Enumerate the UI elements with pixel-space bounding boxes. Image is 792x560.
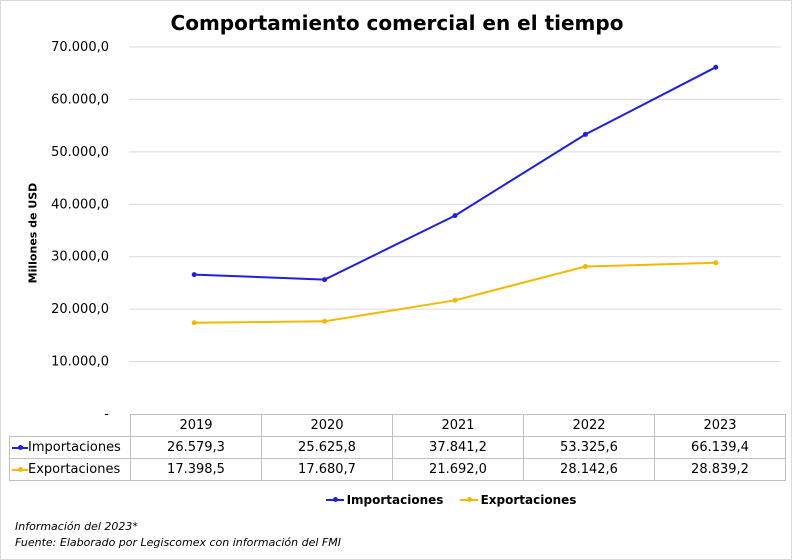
data-label: 66.139,4 — [654, 436, 786, 459]
legend-line-icon — [325, 495, 344, 505]
chart-title: Comportamiento comercial en el tiempo — [170, 11, 624, 35]
table-corner — [9, 414, 131, 437]
data-point — [582, 263, 588, 269]
y-tick-label: - — [104, 407, 109, 416]
series-row-header: Exportaciones — [9, 458, 131, 481]
footnote-info: Información del 2023* — [15, 520, 138, 533]
y-tick-label: 70.000,0 — [51, 40, 109, 55]
series-row-header: Importaciones — [9, 436, 131, 459]
y-tick-label: 20.000,0 — [51, 302, 109, 317]
footnote: Información del 2023* Fuente: Elaborado … — [15, 519, 341, 551]
footnote-source: Fuente: Elaborado por Legiscomex con inf… — [15, 536, 341, 549]
chart-plot: - 10.000,0 20.000,0 30.000,0 40.000,0 50.000,… — [51, 40, 781, 416]
legend-label: Exportaciones — [480, 493, 577, 507]
data-point — [452, 297, 458, 303]
category-label: 2019 — [130, 414, 262, 437]
category-label: 2023 — [654, 414, 786, 437]
y-tick-label: 40.000,0 — [51, 197, 109, 212]
category-label: 2022 — [523, 414, 655, 437]
data-point — [191, 272, 197, 278]
data-point — [452, 213, 458, 219]
data-point — [713, 64, 719, 70]
y-tick-label: 10.000,0 — [51, 355, 109, 370]
table-header-row: 2019 2020 2021 2022 2023 — [9, 414, 786, 437]
series-name: Exportaciones — [28, 462, 121, 477]
data-table: 2019 2020 2021 2022 2023 Importaciones 2… — [9, 414, 786, 481]
data-label: 53.325,6 — [523, 436, 655, 459]
category-label: 2021 — [392, 414, 524, 437]
series-key-icon — [12, 465, 28, 475]
data-label: 28.142,6 — [523, 458, 655, 481]
table-row-importaciones: Importaciones 26.579,3 25.625,8 37.841,2… — [9, 436, 786, 459]
data-point — [582, 131, 588, 137]
series-key-icon — [12, 443, 28, 453]
legend-item-exportaciones: Exportaciones — [459, 493, 577, 507]
data-label: 17.398,5 — [130, 458, 262, 481]
data-label: 28.839,2 — [654, 458, 786, 481]
series-line-exportaciones — [193, 261, 717, 324]
data-point — [713, 260, 719, 266]
category-label: 2020 — [261, 414, 393, 437]
data-label: 17.680,7 — [261, 458, 393, 481]
series-name: Importaciones — [28, 440, 121, 455]
data-point — [322, 277, 328, 283]
data-label: 37.841,2 — [392, 436, 524, 459]
legend-item-importaciones: Importaciones — [325, 493, 444, 507]
y-axis-label: Millones de USD — [26, 182, 40, 284]
y-tick-label: 60.000,0 — [51, 92, 109, 107]
data-label: 25.625,8 — [261, 436, 393, 459]
data-label: 21.692,0 — [392, 458, 524, 481]
y-tick-label: 50.000,0 — [51, 145, 109, 160]
y-tick-label: 30.000,0 — [51, 250, 109, 265]
data-point — [322, 318, 328, 324]
data-label: 26.579,3 — [130, 436, 262, 459]
legend-line-icon — [459, 495, 478, 505]
legend-label: Importaciones — [346, 493, 444, 507]
chart-legend: Importaciones Exportaciones — [1, 493, 791, 508]
data-point — [191, 320, 197, 326]
table-row-exportaciones: Exportaciones 17.398,5 17.680,7 21.692,0… — [9, 458, 786, 481]
